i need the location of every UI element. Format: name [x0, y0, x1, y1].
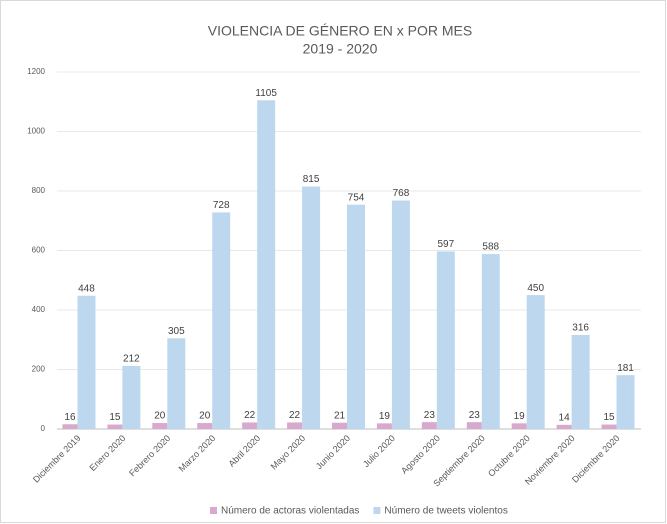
value-label: 181 — [617, 363, 634, 374]
bar — [302, 186, 321, 429]
value-label: 19 — [379, 411, 391, 422]
bar — [332, 422, 347, 429]
bar — [242, 422, 258, 429]
bar — [347, 204, 365, 429]
legend-swatch — [210, 507, 217, 514]
bar — [616, 375, 635, 429]
bar — [481, 254, 500, 429]
value-label: 15 — [109, 412, 121, 423]
bar — [376, 423, 392, 429]
legend-swatch — [373, 507, 381, 514]
value-label: 14 — [559, 412, 571, 423]
bar — [601, 424, 617, 429]
legend-label: Número de actoras violentadas — [221, 506, 359, 517]
chart-title: VIOLENCIA DE GÉNERO EN x POR MES — [208, 23, 473, 39]
legend-label: Número de tweets violentos — [384, 506, 507, 517]
value-label: 19 — [514, 411, 526, 422]
bar — [122, 365, 141, 429]
bar — [436, 251, 455, 429]
value-label: 23 — [424, 410, 436, 421]
value-label: 448 — [78, 283, 95, 294]
y-tick-label: 600 — [32, 246, 46, 255]
value-label: 450 — [527, 283, 544, 294]
bar — [212, 212, 231, 429]
bar — [466, 422, 482, 429]
value-label: 305 — [168, 326, 185, 337]
value-label: 16 — [64, 412, 76, 423]
value-label: 22 — [244, 410, 256, 421]
value-label: 23 — [469, 410, 481, 421]
bar — [107, 424, 123, 429]
value-label: 15 — [603, 412, 615, 423]
bar — [287, 422, 303, 429]
value-label: 815 — [303, 174, 320, 185]
value-label: 316 — [572, 323, 589, 334]
bar — [197, 423, 213, 429]
y-tick-label: 0 — [41, 424, 46, 433]
bar — [77, 295, 96, 429]
bar — [511, 423, 527, 429]
y-tick-label: 800 — [32, 186, 46, 195]
bar — [391, 200, 410, 429]
y-tick-label: 1200 — [27, 67, 45, 76]
bar — [526, 295, 545, 429]
bar — [257, 100, 276, 429]
bar — [556, 424, 572, 429]
bar — [152, 423, 168, 429]
value-label: 768 — [393, 188, 410, 199]
chart-subtitle: 2019 - 2020 — [303, 41, 378, 57]
bar — [571, 334, 590, 429]
bar — [62, 424, 78, 429]
value-label: 21 — [334, 410, 346, 421]
value-label: 20 — [154, 411, 166, 422]
y-tick-label: 200 — [32, 365, 46, 374]
y-tick-label: 400 — [32, 305, 46, 314]
bar — [421, 422, 437, 429]
value-label: 1105 — [255, 88, 277, 99]
value-label: 212 — [123, 354, 140, 365]
value-label: 22 — [289, 410, 301, 421]
value-label: 20 — [199, 411, 211, 422]
value-label: 588 — [482, 242, 499, 253]
bar — [167, 338, 186, 429]
y-tick-label: 1000 — [27, 127, 45, 136]
value-label: 597 — [438, 239, 455, 250]
value-label: 754 — [348, 192, 365, 203]
value-label: 728 — [213, 200, 230, 211]
